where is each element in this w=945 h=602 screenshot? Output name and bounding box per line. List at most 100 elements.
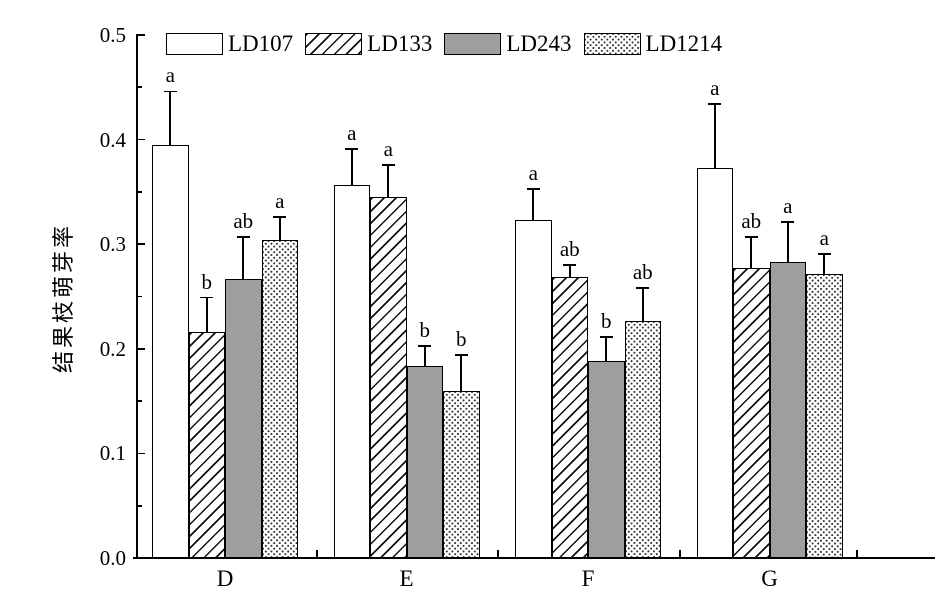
error-bar-cap	[526, 187, 540, 190]
legend-label: LD107	[228, 31, 294, 56]
y-tick-label: 0.3	[99, 232, 126, 257]
legend: LD107 LD133 LD243 LD1214	[166, 32, 722, 56]
bar-LD133-E	[370, 197, 407, 558]
significance-letter: b	[456, 327, 467, 352]
legend-item-LD1214: LD1214	[583, 31, 723, 56]
error-bar-cap	[345, 148, 359, 150]
y-tick-label: 0.4	[99, 127, 126, 152]
error-bar	[750, 236, 753, 270]
significance-letter: ab	[559, 237, 580, 262]
y-axis-tick	[136, 347, 145, 350]
legend-item-LD133: LD133	[305, 32, 432, 56]
error-bar	[460, 355, 463, 392]
significance-letter: a	[819, 225, 829, 250]
legend-label: LD243	[506, 31, 572, 56]
x-axis	[133, 557, 935, 560]
bar-LD243-E	[406, 365, 443, 558]
y-tick-label: 0.1	[99, 441, 126, 466]
error-bar	[387, 164, 390, 199]
significance-letter: a	[383, 136, 393, 161]
error-bar-cap	[454, 354, 468, 356]
y-axis-tick	[136, 34, 145, 36]
y-axis-tick	[136, 243, 145, 246]
x-axis-tick	[678, 550, 681, 558]
error-bar	[350, 149, 353, 186]
error-bar-cap	[236, 236, 250, 238]
error-bar-cap	[381, 163, 395, 166]
y-axis-tick	[136, 557, 145, 559]
legend-item-LD107: LD107	[166, 32, 293, 56]
bar-LD243-F	[588, 361, 625, 558]
bar-LD1214-E	[443, 390, 480, 558]
x-category-label: G	[761, 566, 778, 591]
bar-LD1214-G	[806, 273, 843, 558]
significance-letter: a	[528, 160, 538, 185]
legend-label: LD133	[367, 31, 433, 56]
y-tick-label: 0.2	[99, 336, 126, 361]
x-category-label: F	[581, 566, 595, 591]
legend-swatch-LD107	[166, 33, 223, 55]
significance-letter: a	[710, 76, 720, 101]
significance-letter: b	[201, 269, 213, 294]
error-bar-cap	[781, 221, 795, 224]
y-axis-tick	[136, 452, 145, 455]
y-axis-tick	[136, 400, 142, 402]
bar-LD133-F	[551, 276, 588, 558]
y-axis-tick	[136, 295, 142, 298]
significance-letter: ab	[632, 260, 653, 285]
error-bar-cap	[817, 252, 831, 255]
bar-LD243-D	[225, 278, 262, 558]
legend-label: LD1214	[645, 31, 723, 56]
significance-letter: ab	[233, 208, 254, 233]
significance-letter: a	[165, 63, 175, 88]
bar-LD1214-F	[624, 320, 661, 558]
significance-letter: ab	[741, 208, 762, 233]
error-bar	[423, 345, 426, 367]
x-axis-tick	[315, 550, 318, 558]
y-axis-tick	[136, 504, 142, 507]
error-bar-cap	[163, 90, 177, 93]
significance-letter: a	[783, 194, 793, 219]
x-category-label: D	[216, 566, 234, 591]
bar-LD133-D	[188, 332, 225, 558]
error-bar	[605, 337, 608, 363]
error-bar-cap	[200, 296, 214, 299]
x-category-label: E	[399, 566, 414, 591]
legend-item-LD243: LD243	[444, 31, 572, 56]
error-bar-cap	[418, 344, 432, 347]
y-axis-tick	[136, 138, 145, 141]
bar-LD107-G	[696, 167, 733, 558]
legend-swatch-LD133	[305, 33, 363, 55]
error-bar-cap	[708, 103, 722, 105]
y-axis-tick	[136, 86, 142, 89]
error-bar-cap	[599, 336, 613, 339]
y-axis-title: 结果枝萌芽率	[51, 222, 76, 374]
significance-letter: a	[347, 121, 357, 145]
significance-letter: a	[275, 189, 285, 213]
error-bar-cap	[636, 287, 650, 290]
significance-letter: b	[419, 317, 431, 342]
error-bar-cap	[744, 236, 758, 238]
error-bar	[278, 217, 281, 242]
y-tick-label: 0.0	[99, 546, 126, 570]
error-bar-cap	[273, 216, 287, 218]
y-tick-label: 0.5	[99, 23, 126, 47]
bar-LD107-F	[515, 220, 552, 558]
bar-LD133-G	[733, 268, 770, 558]
error-bar	[786, 222, 789, 263]
error-bar	[568, 265, 571, 278]
y-axis-tick	[136, 191, 142, 193]
error-bar	[169, 91, 172, 146]
bar-LD1214-D	[261, 240, 298, 558]
significance-letter: b	[601, 309, 612, 334]
error-bar	[205, 297, 208, 334]
x-axis-tick	[497, 550, 500, 558]
error-bar	[713, 104, 716, 169]
error-bar	[823, 253, 826, 275]
legend-swatch-LD243	[444, 33, 502, 55]
bar-LD107-E	[333, 184, 370, 558]
error-bar	[532, 188, 535, 222]
error-bar	[641, 288, 644, 322]
